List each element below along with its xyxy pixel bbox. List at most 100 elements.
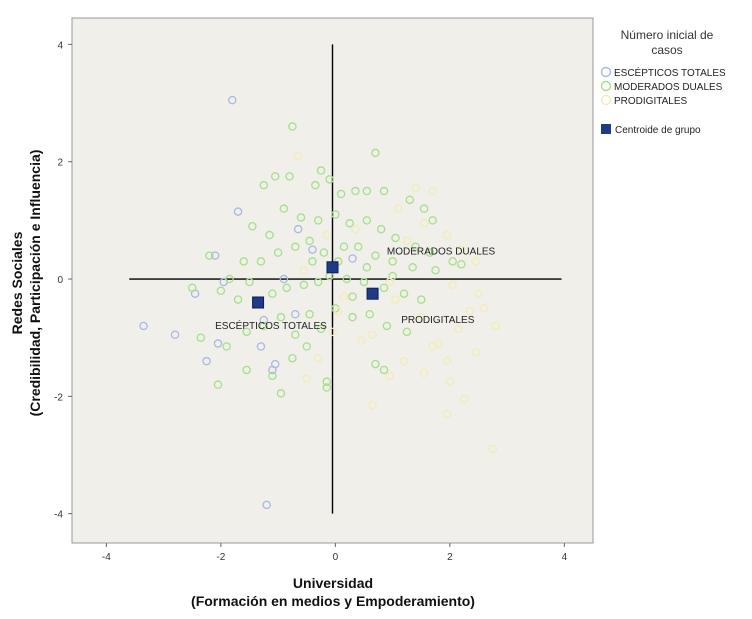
scatter-point-series-1 [291,242,300,252]
scatter-point-series-1 [336,189,346,199]
legend-marker [600,66,612,78]
scatter-point-series-1 [302,342,311,351]
scatter-point-series-1 [245,277,254,287]
scatter-point-series-2 [385,277,395,287]
scatter-point-series-1 [411,242,420,252]
legend-centroid-swatch [601,124,611,134]
scatter-point-series-2 [299,265,309,275]
scatter-point-series-2 [442,409,452,419]
scatter-point-series-1 [222,342,231,351]
scatter-point-series-1 [270,172,280,181]
x-tick-label: -2 [216,552,225,563]
scatter-point-series-0 [293,224,303,234]
scatter-point-series-2 [474,289,483,298]
x-tick-label: 0 [333,552,339,563]
scatter-point-series-1 [322,383,332,392]
scatter-point-series-1 [273,248,283,257]
scatter-point-series-1 [425,248,435,257]
legend-title-line2: casos [651,43,682,57]
scatter-point-series-1 [339,242,349,252]
scatter-point-series-1 [305,309,314,319]
scatter-point-series-2 [442,356,452,366]
scatter-point-series-2 [442,230,452,240]
scatter-point-series-1 [322,377,332,386]
scatter-point-series-1 [296,213,306,222]
scatter-point-series-2 [322,230,332,240]
scatter-point-series-2 [491,321,500,331]
scatter-point-series-1 [408,263,417,272]
x-tick-label: 2 [447,552,453,563]
scatter-point-series-1 [376,224,386,234]
scatter-point-series-1 [265,230,274,240]
scatter-point-series-2 [368,400,377,410]
scatter-point-series-1 [448,257,457,266]
scatter-point-series-0 [270,359,280,369]
scatter-point-series-2 [459,395,469,404]
scatter-point-series-2 [293,151,303,161]
scatter-point-series-1 [325,175,334,184]
scatter-point-series-1 [371,148,380,158]
legend-title-line1: Número inicial de [621,28,714,42]
scatter-point-series-0 [259,315,269,325]
scatter-point-series-0 [262,500,271,510]
scatter-point-series-1 [342,274,352,284]
y-axis-title-line2: (Credibilidad, Participación e Influenci… [27,150,43,417]
scatter-point-series-1 [316,324,326,334]
scatter-point-series-0 [213,339,223,348]
scatter-point-series-2 [356,336,366,345]
y-tick-label: 0 [57,275,63,286]
scatter-point-series-2 [448,280,457,290]
scatter-point-series-1 [205,251,214,260]
x-axis-title-line1: Universidad [293,575,373,591]
scatter-point-series-2 [411,183,420,193]
scatter-point-series-1 [279,204,289,213]
scatter-point-series-2 [471,257,480,266]
scatter-point-series-2 [471,348,480,357]
scatter-point-series-1 [362,216,372,225]
scatter-point-series-2 [394,204,403,213]
scatter-point-series-0 [139,321,148,331]
scatter-point-series-0 [256,342,266,351]
scatter-point-series-1 [248,221,257,231]
y-axis-title-line1: Redes Sociales [9,231,25,334]
scatter-point-series-1 [316,166,326,175]
axis-ticks: -4 -2 0 2 4 -4 -2 0 2 4 [54,40,567,563]
scatter-point-series-2 [368,330,377,340]
scatter-point-series-1 [365,309,374,319]
scatter-point-series-1 [288,122,297,131]
scatter-point-series-1 [196,333,206,342]
scatter-point-series-1 [187,283,197,293]
centroid-marker [326,261,339,274]
scatter-point-series-1 [431,265,440,275]
scatter-point-series-1 [213,380,223,389]
legend-label: ESCÉPTICOS TOTALES [614,66,726,79]
scatter-point-series-1 [362,186,372,196]
scatter-point-series-1 [216,286,226,296]
scatter-point-series-1 [382,321,392,331]
scatter-point-series-1 [351,186,360,196]
scatter-point-series-1 [291,330,300,340]
scatter-point-series-2 [313,353,323,363]
scatter-point-series-1 [419,204,429,213]
scatter-point-series-1 [282,283,291,293]
scatter-point-series-1 [276,312,286,322]
group-annotation-label: PRODIGITALES [401,315,474,326]
scatter-point-series-1 [379,186,389,196]
scatter-point-series-1 [371,359,380,369]
scatter-point-series-1 [225,274,234,284]
centroid-marker [366,287,379,300]
scatter-point-series-1 [457,260,466,269]
scatter-point-series-1 [391,233,400,243]
scatter-point-series-1 [268,289,277,298]
scatter-point-series-2 [479,304,489,313]
scatter-point-series-1 [362,263,372,272]
legend: Número inicial de casos ESCÉPTICOS TOTAL… [600,28,726,136]
scatter-point-series-2 [333,307,343,316]
scatter-point-series-1 [313,277,323,287]
scatter-point-series-1 [288,353,297,363]
scatter-point-series-1 [268,371,277,381]
scatter-point-series-2 [454,324,463,334]
scatter-point-series-1 [242,365,251,375]
y-tick-label: 2 [57,158,63,169]
scatter-point-series-1 [379,365,389,375]
